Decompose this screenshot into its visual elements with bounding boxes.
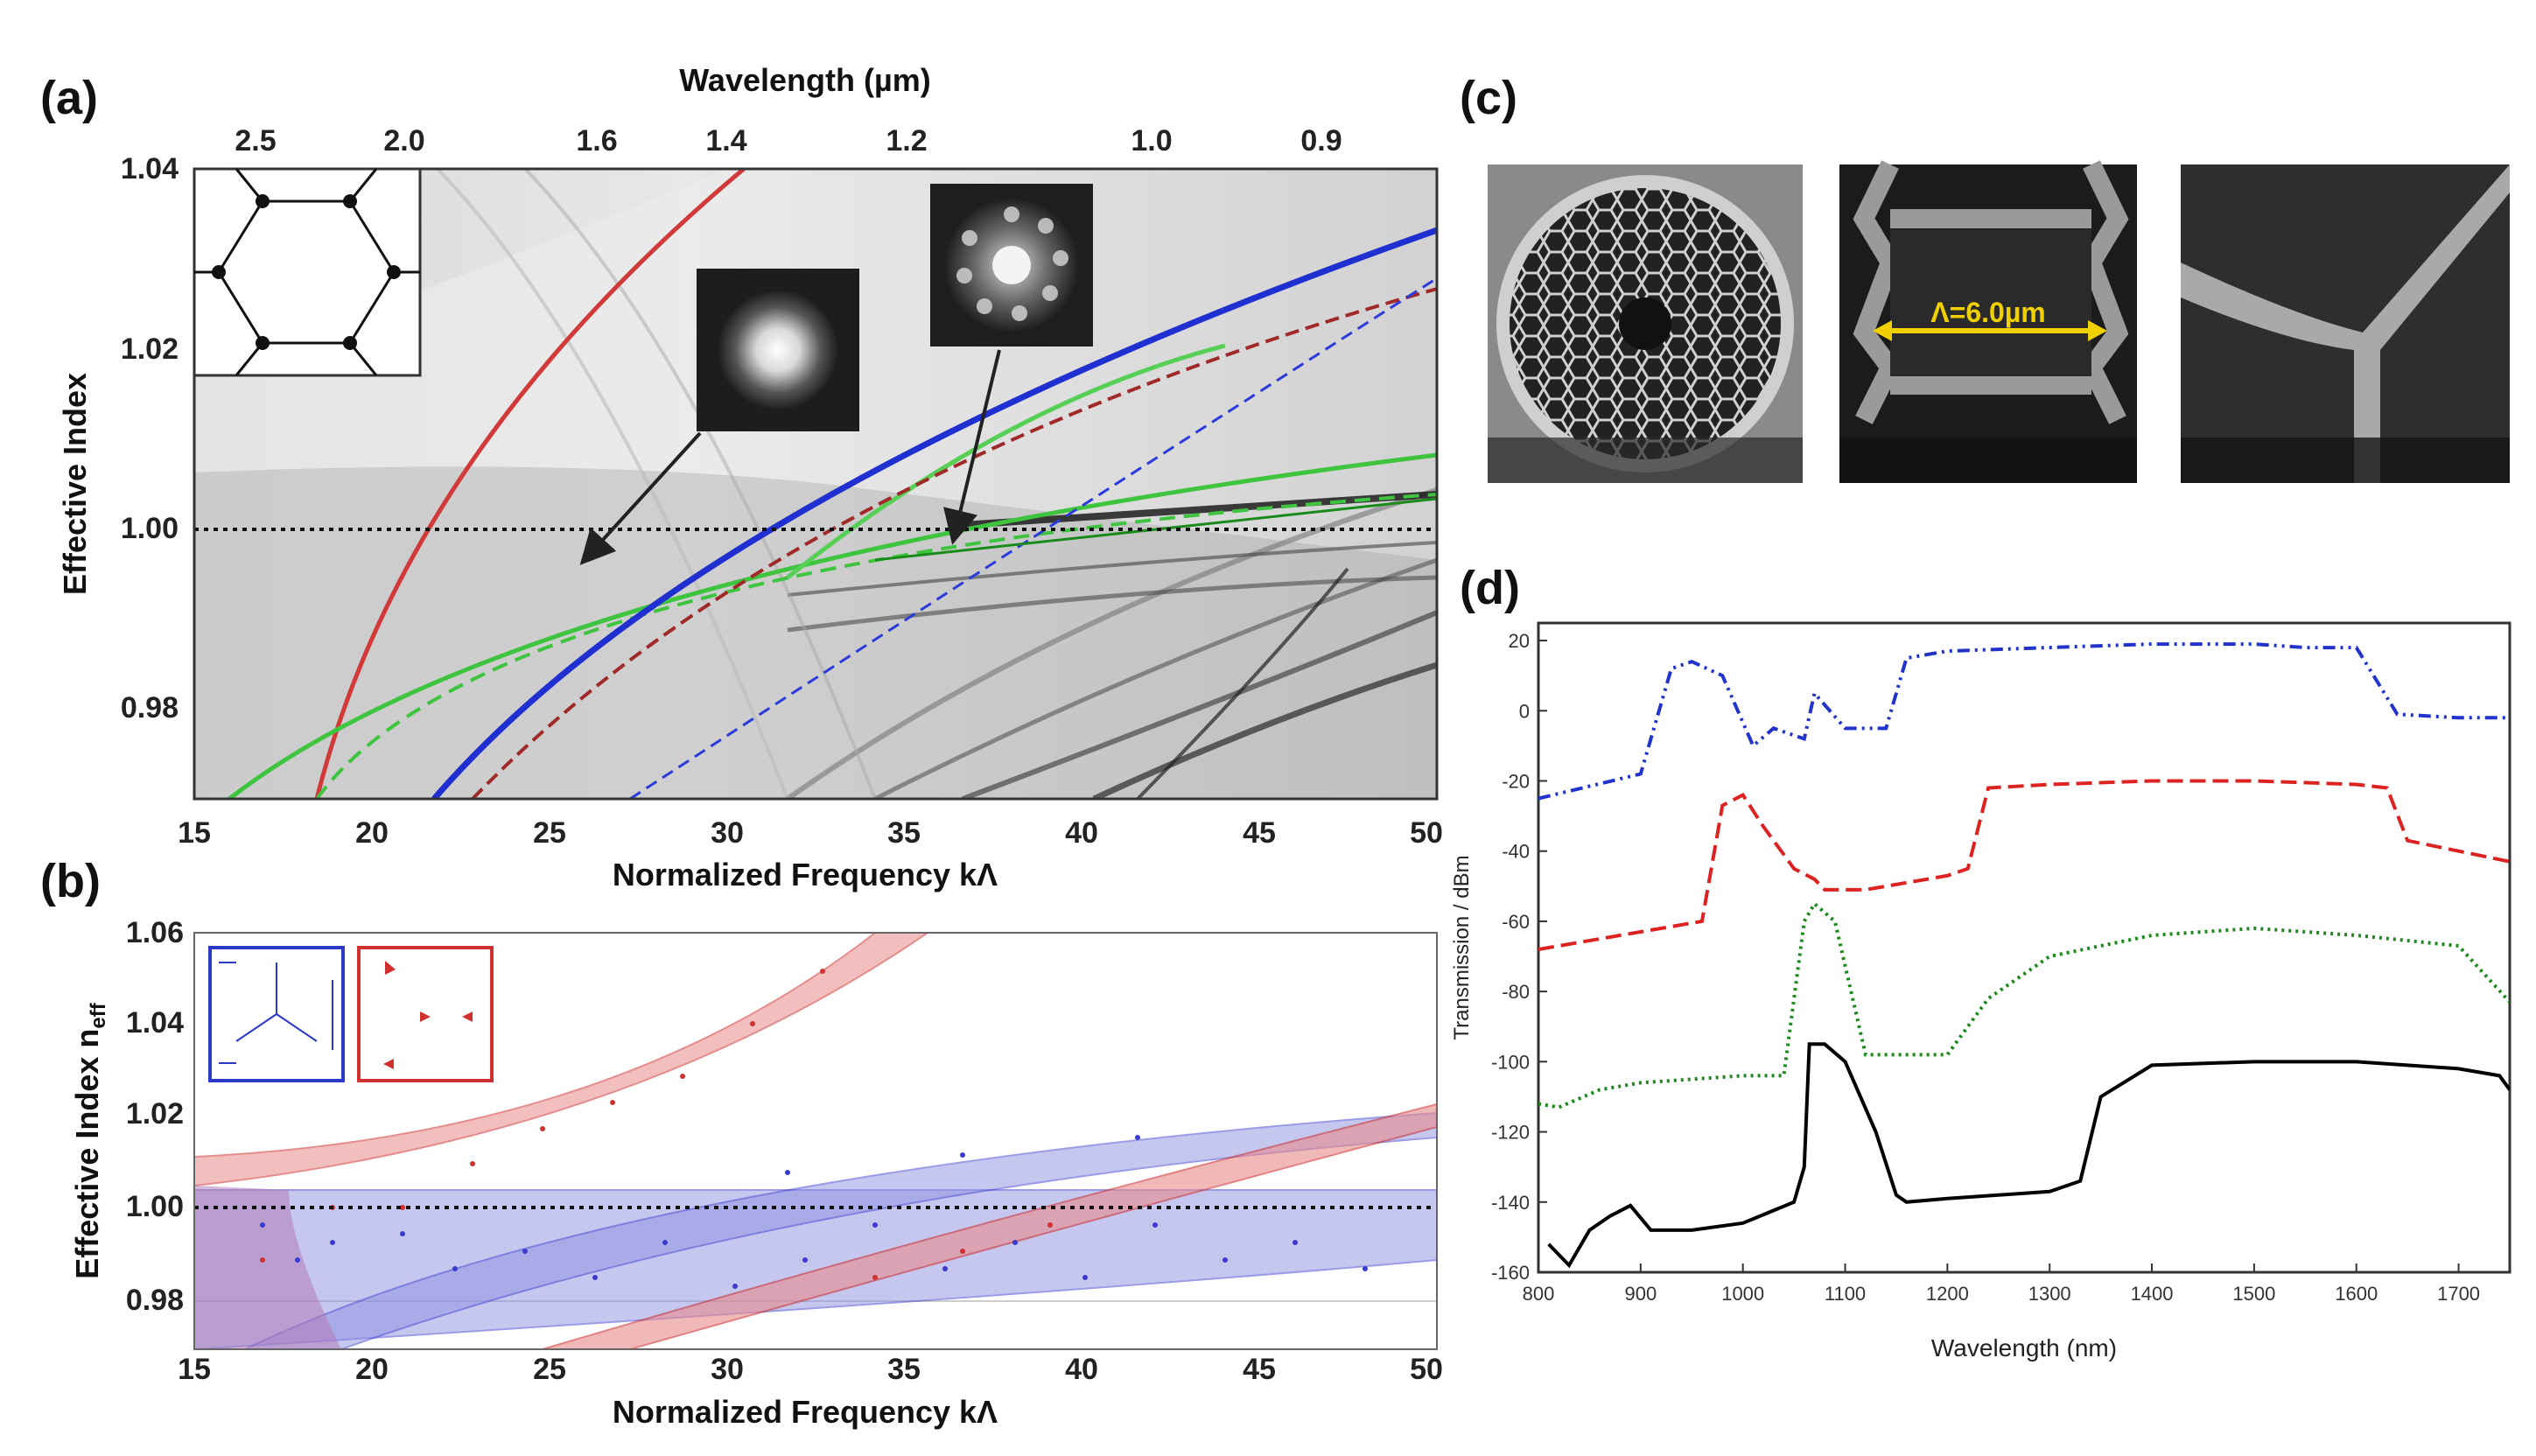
top-tick: 1.6 [576,124,617,158]
panel-b-inset-red [357,946,494,1082]
x-tick: 50 [1410,1353,1443,1386]
mode-image-higher-order [930,184,1093,346]
x-tick-label: 1000 [1721,1283,1764,1305]
x-tick-label: 1200 [1926,1283,1969,1305]
y-tick-label: -140 [1491,1192,1530,1214]
panel-a-ylabel: Effective Index [57,373,93,595]
sem-image-fiber [1488,164,1803,483]
x-tick: 20 [355,816,389,850]
x-tick: 45 [1243,1353,1276,1386]
panel-b-inset-blue [208,946,345,1082]
panel-a-top-ticks: 2.5 2.0 1.6 1.4 1.2 1.0 0.9 [235,124,1342,158]
scale-label: Λ=6.0µm [1930,297,2045,328]
top-tick: 1.4 [705,124,746,158]
x-tick: 50 [1410,816,1443,850]
y-tick: 0.98 [121,691,179,724]
series-black [1547,1042,2510,1269]
x-tick: 40 [1065,816,1098,850]
y-tick: 1.04 [126,1006,184,1040]
y-tick-label: -20 [1502,770,1530,792]
y-tick-label: -40 [1502,841,1530,863]
panel-a-label: (a) [40,72,98,124]
x-tick-label: 800 [1523,1283,1555,1305]
top-tick: 1.0 [1131,124,1172,158]
panel-b-ylabel: Effective Index neff [69,1002,110,1278]
x-tick: 35 [887,816,921,850]
y-tick-label: 0 [1519,700,1530,722]
mode-image-fundamental [697,269,859,431]
ylabel-sub: eff [87,1002,110,1028]
x-tick-label: 1100 [1825,1283,1866,1305]
panel-d-label: (d) [1460,562,1520,614]
y-tick: 1.02 [121,332,179,366]
series-green [1538,900,2510,1110]
top-tick: 2.0 [383,124,424,158]
x-tick-label: 1300 [2028,1283,2071,1305]
top-tick: 1.2 [886,124,927,158]
x-tick: 30 [711,1353,744,1386]
x-tick: 25 [533,816,566,850]
arrow-higher-order [943,349,1001,545]
x-tick-label: 1400 [2131,1283,2174,1305]
x-tick: 15 [178,1353,211,1386]
x-tick-label: 1600 [2335,1283,2378,1305]
series-red [1538,779,2510,951]
x-tick: 45 [1243,816,1276,850]
y-tick: 1.00 [121,512,179,545]
panel-c-label: (c) [1460,72,1517,124]
y-tick: 1.02 [126,1097,184,1130]
panel-b-yticks: 1.06 1.04 1.02 1.00 0.98 [126,916,184,1317]
x-tick: 15 [178,816,211,850]
x-tick: 35 [887,1353,921,1386]
panel-b-xlabel: Normalized Frequency kΛ [613,1394,998,1430]
arrow-fundamental [579,431,702,565]
panel-d-xlabel: Wavelength (nm) [1931,1334,2117,1362]
y-tick-label: -100 [1491,1051,1530,1073]
y-tick-label: 20 [1509,630,1530,652]
x-tick: 40 [1065,1353,1098,1386]
hexagon-inset [193,167,422,377]
wavelength-axis-title: Wavelength (µm) [679,62,930,98]
top-tick: 0.9 [1300,124,1342,158]
y-tick: 1.04 [121,152,179,186]
panel-b-label: (b) [40,855,101,907]
panel-b-xticks: 15 20 25 30 35 40 45 50 [178,1353,1443,1386]
panel-a-xticks: 15 20 25 30 35 40 45 50 [178,816,1443,850]
y-tick: 1.06 [126,916,184,949]
panel-a-xlabel: Normalized Frequency kΛ [613,857,998,892]
x-tick-label: 900 [1624,1283,1657,1305]
x-tick-label: 1700 [2437,1283,2480,1305]
y-tick-label: -80 [1502,981,1530,1003]
y-tick-label: -120 [1491,1122,1530,1144]
x-tick-label: 1500 [2232,1283,2275,1305]
transmission-chart: 800 900 1000 1100 1200 1300 1400 1500 1600 1700 20… [1491,621,2511,1305]
x-tick: 25 [533,1353,566,1386]
x-tick: 20 [355,1353,389,1386]
x-tick: 30 [711,816,744,850]
series-blue [1538,642,2510,801]
ylabel-main: Effective Index n [69,1029,105,1279]
y-tick-label: -160 [1491,1262,1530,1284]
panel-d-ylabel: Transmission / dBm [1450,855,1474,1040]
y-tick-label: -60 [1502,911,1530,933]
y-tick: 0.98 [126,1284,184,1317]
panel-a-yticks: 1.04 1.02 1.00 0.98 [121,152,179,724]
y-tick: 1.00 [126,1190,184,1223]
sem-image-strut [2181,164,2510,483]
top-tick: 2.5 [235,124,276,158]
sem-image-core: Λ=6.0µm [1839,160,2137,483]
